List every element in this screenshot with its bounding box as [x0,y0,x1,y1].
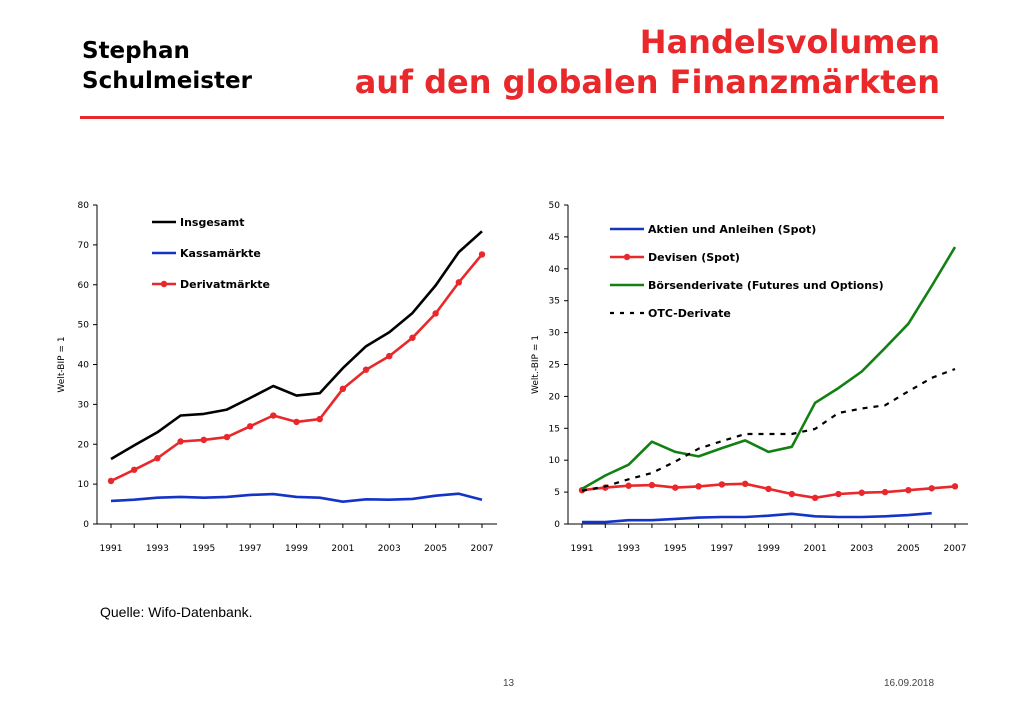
legend-label-devisen-spot: Devisen (Spot) [648,251,740,264]
chart2-y-tick-label: 5 [554,488,560,498]
chart2-x-tick-label: 2005 [897,544,920,554]
series-line-boersenderivate-futures-und-options [581,246,957,491]
author-name: Stephan Schulmeister [82,36,302,96]
data-point-derivatmaerkte [270,412,277,419]
data-point-devisen-spot [881,488,889,496]
chart2-x-tick-label: 1993 [617,544,640,554]
data-point-derivatmaerkte [223,433,231,441]
series-line-aktien-und-anleihen-spot [582,511,932,524]
data-point-devisen-spot [625,482,632,489]
chart1-y-axis-label: Welt-BIP = 1 [57,336,67,392]
data-point-devisen-spot [672,484,679,491]
chart1-x-tick-label: 2003 [378,544,401,554]
legend-marker-devisen-spot [623,253,631,261]
data-point-derivatmaerkte [362,366,370,373]
data-point-derivatmaerkte [293,418,300,426]
chart1-x-tick-label: 1993 [146,544,169,554]
author-first-name: Stephan [82,38,190,64]
chart1-x-tick-label: 1991 [100,544,123,554]
data-point-derivatmaerkte [478,251,486,258]
slide-date: 16.09.2018 [884,678,935,689]
data-point-devisen-spot [741,480,749,488]
chart2-x-tick-label: 2001 [804,544,827,554]
chart2-x-tick-label: 1991 [571,544,594,554]
slide-title-line-1: Handelsvolumen [639,23,940,61]
chart1-y-tick-label: 40 [78,361,90,371]
chart1-y-tick-label: 10 [78,480,90,490]
data-point-derivatmaerkte [107,477,115,485]
chart1-y-tick-label: 50 [78,321,90,331]
chart2-x-tick-label: 1995 [664,544,687,554]
chart2-x-tick-label: 1997 [710,544,733,554]
chart2-y-tick-label: 45 [549,233,560,243]
data-point-devisen-spot [648,481,656,489]
data-point-derivatmaerkte [339,385,347,393]
data-point-derivatmaerkte [455,279,463,286]
data-point-devisen-spot [811,494,819,502]
data-point-derivatmaerkte [246,423,254,430]
chart1-x-tick-label: 2005 [424,544,447,554]
legend-label-insgesamt: Insgesamt [180,216,245,229]
data-point-derivatmaerkte [177,438,184,445]
data-point-devisen-spot [718,481,726,488]
chart1-y-tick-label: 70 [78,241,90,251]
title-divider [80,116,944,119]
chart2-x-tick-label: 2007 [944,544,967,554]
chart1-x-tick-label: 2007 [471,544,494,554]
chart1-y-tick-label: 0 [83,520,89,530]
source-note: Quelle: Wifo-Datenbank. [100,604,253,620]
chart2-y-tick-label: 15 [549,424,560,434]
chart2-y-tick-label: 40 [549,265,561,275]
data-point-derivatmaerkte [409,334,416,341]
chart1-x-tick-label: 1999 [285,544,308,554]
slide-title-line-2: auf den globalen Finanzmärkten [354,63,940,101]
legend-label-aktien-und-anleihen-spot: Aktien und Anleihen (Spot) [648,223,816,236]
chart1-x-tick-label: 1995 [192,544,215,554]
chart2-y-axis-label: Welt.-BIP = 1 [531,335,541,394]
series-line-kassamaerkte [110,492,483,504]
data-point-derivatmaerkte [154,455,161,462]
legend-label-otc-derivate: OTC-Derivate [648,307,731,320]
chart2-y-tick-label: 25 [549,361,560,371]
data-point-devisen-spot [695,483,702,490]
chart1-y-tick-label: 60 [78,281,90,291]
legend-label-kassamaerkte: Kassamärkte [180,247,261,260]
legend-marker-derivatmaerkte [160,280,168,288]
data-point-devisen-spot [905,486,912,494]
data-point-devisen-spot [951,483,959,490]
chart2-x-tick-label: 1999 [757,544,780,554]
chart2-y-tick-label: 0 [554,520,560,530]
legend-label-boersenderivate-futures-und-options: Börsenderivate (Futures und Options) [648,279,884,292]
series-line-insgesamt [110,230,483,461]
data-point-derivatmaerkte [386,352,393,360]
data-point-devisen-spot [765,485,772,493]
chart2-y-tick-label: 10 [549,456,561,466]
data-point-derivatmaerkte [432,310,439,317]
data-point-devisen-spot [835,490,842,498]
data-point-derivatmaerkte [316,415,323,423]
chart2-y-tick-label: 35 [549,297,560,307]
data-point-devisen-spot [858,489,865,496]
author-last-name: Schulmeister [82,68,252,94]
chart2-x-tick-label: 2003 [850,544,873,554]
data-point-derivatmaerkte [130,466,138,473]
chart1-y-tick-label: 80 [78,201,90,211]
chart2-y-tick-label: 20 [549,392,561,402]
chart1-x-tick-label: 1997 [239,544,262,554]
data-point-devisen-spot [928,485,935,492]
data-point-devisen-spot [788,490,796,498]
data-point-derivatmaerkte [200,436,207,444]
legend-label-derivatmaerkte: Derivatmärkte [180,278,270,291]
page-number: 13 [503,678,515,689]
chart1-x-tick-label: 2001 [331,544,354,554]
chart1-y-tick-label: 30 [78,400,90,410]
chart2-y-tick-label: 30 [549,329,561,339]
chart1-y-tick-label: 20 [78,440,90,450]
series-line-otc-derivate [581,367,956,492]
chart2-y-tick-label: 50 [549,201,561,211]
slide-title: Handelsvolumen auf den globalen Finanzmä… [300,22,940,102]
